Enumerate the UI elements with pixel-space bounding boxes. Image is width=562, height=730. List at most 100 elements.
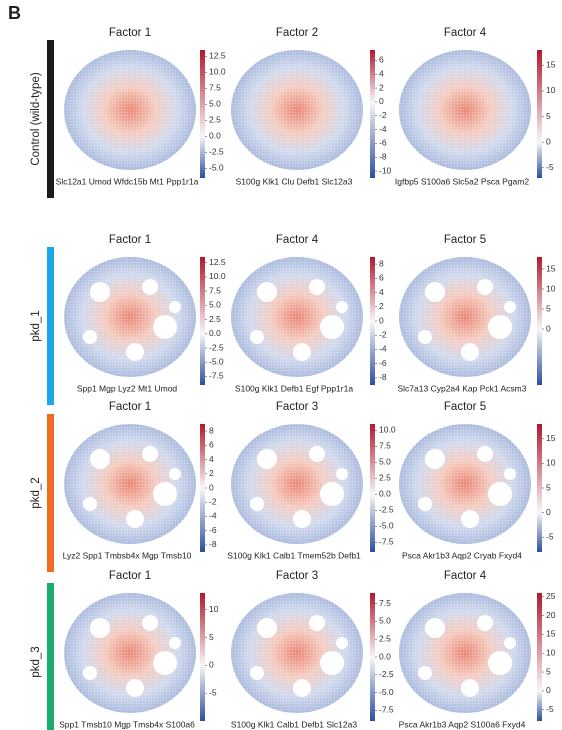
colorbar-tick-label: 12.5: [209, 51, 226, 61]
colorbar-tick-label: 0: [379, 315, 384, 325]
tissue-hole: [293, 510, 311, 528]
tissue-hole: [142, 279, 158, 295]
tissue-hole: [461, 510, 479, 528]
tissue-texture: [399, 50, 531, 170]
colorbar-tick-label: -2: [379, 110, 387, 120]
colorbar-tick-label: 8: [209, 425, 214, 435]
colorbar: [200, 593, 205, 721]
tissue-hole: [488, 315, 512, 339]
colorbar-tick-label: 15: [546, 629, 556, 639]
tissue-hole: [90, 449, 110, 469]
colorbar-tick-label: 0: [209, 482, 214, 492]
colorbar-tick-label: -10: [379, 165, 392, 175]
tissue-hole: [169, 468, 181, 480]
colorbar-tick-label: -7.5: [379, 705, 394, 715]
colorbar: [370, 593, 375, 721]
tissue-hole: [142, 446, 158, 462]
gene-list: Spp1 Tmsb10 Mgp Tmsb4x S100a6: [59, 719, 195, 729]
colorbar-tick-label: 2.5: [379, 473, 391, 483]
panel-title: Factor 3: [276, 570, 318, 582]
colorbar: [200, 424, 205, 552]
tissue-hole: [418, 666, 432, 680]
colorbar-tick-label: 2: [209, 468, 214, 478]
panel-title: Factor 1: [109, 234, 151, 246]
row-indicator: [47, 583, 54, 730]
row-label: pkd_2: [30, 477, 42, 508]
colorbar-tick-label: 0: [546, 136, 551, 146]
tissue-texture: [231, 50, 363, 170]
colorbar-tick-label: -5: [546, 531, 554, 541]
colorbar: [370, 50, 375, 178]
gene-list: Igfbp5 S100a6 Slc5a2 Psca Pgam2: [395, 176, 529, 186]
tissue-hole: [425, 282, 445, 302]
colorbar-tick-label: 0.0: [379, 651, 391, 661]
colorbar-tick-label: 5.0: [209, 300, 221, 310]
gene-list: S100g Klk1 Calb1 Tmem52b Defb1: [227, 550, 361, 560]
colorbar-tick-label: 5: [546, 303, 551, 313]
panel-title: Factor 4: [444, 27, 487, 39]
tissue-hole: [169, 637, 181, 649]
gene-list: Psca Akr1b3 Aqp2 S100a6 Fxyd4: [399, 719, 526, 729]
tissue-hole: [336, 301, 348, 313]
colorbar-tick-label: 2.5: [209, 115, 221, 125]
colorbar-tick-label: 0: [209, 660, 214, 670]
colorbar-tick-label: 0.0: [379, 489, 391, 499]
tissue-hole: [126, 679, 144, 697]
tissue-hole: [309, 615, 325, 631]
row-label: Control (wild-type): [30, 72, 42, 165]
tissue-hole: [142, 615, 158, 631]
tissue-hole: [418, 330, 432, 344]
colorbar-tick-label: -8: [379, 151, 387, 161]
colorbar: [200, 50, 205, 178]
colorbar-tick-label: 5: [209, 632, 214, 642]
row-label: pkd_3: [30, 646, 42, 677]
colorbar-tick-label: 12.5: [209, 257, 226, 267]
tissue-hole: [309, 279, 325, 295]
tissue-hole: [250, 330, 264, 344]
colorbar-tick-label: -2: [379, 329, 387, 339]
colorbar-tick-label: 5.0: [209, 99, 221, 109]
colorbar-tick-label: 5: [546, 111, 551, 121]
row-indicator: [47, 247, 54, 405]
tissue-hole: [83, 497, 97, 511]
colorbar-tick-label: 10: [209, 604, 219, 614]
panel-title: Factor 1: [109, 570, 151, 582]
tissue-hole: [257, 618, 277, 638]
colorbar-tick-label: 2.5: [209, 314, 221, 324]
colorbar-tick-label: 6: [379, 273, 384, 283]
colorbar-tick-label: 0: [546, 685, 551, 695]
colorbar-tick-label: -4: [379, 124, 387, 134]
tissue-hole: [83, 666, 97, 680]
colorbar-tick-label: 4: [379, 287, 384, 297]
panel-title: Factor 5: [444, 401, 486, 413]
colorbar-tick-label: -8: [209, 539, 217, 549]
tissue-hole: [257, 282, 277, 302]
colorbar-tick-label: -2.5: [379, 505, 394, 515]
tissue-hole: [488, 482, 512, 506]
colorbar-tick-label: 2: [379, 82, 384, 92]
colorbar-tick-label: -6: [379, 358, 387, 368]
colorbar: [537, 593, 542, 721]
gene-list: S100g Klk1 Clu Defb1 Slc12a3: [236, 176, 353, 186]
tissue-hole: [169, 301, 181, 313]
tissue-hole: [250, 497, 264, 511]
colorbar-tick-label: 20: [546, 610, 556, 620]
colorbar: [370, 257, 375, 385]
panel-title: Factor 5: [444, 234, 486, 246]
tissue-hole: [425, 618, 445, 638]
tissue-hole: [425, 449, 445, 469]
tissue-hole: [83, 330, 97, 344]
colorbar-tick-label: -7.5: [209, 371, 224, 381]
colorbar-tick-label: -5: [546, 162, 554, 172]
tissue-hole: [309, 446, 325, 462]
colorbar-tick-label: 0: [546, 323, 551, 333]
tissue-hole: [293, 679, 311, 697]
tissue-hole: [504, 637, 516, 649]
row-indicator: [47, 414, 54, 572]
panel-title: Factor 4: [276, 234, 319, 246]
colorbar-tick-label: -2: [209, 496, 217, 506]
tissue-hole: [320, 315, 344, 339]
gene-list: S100g Klk1 Defb1 Egf Ppp1r1a: [235, 383, 353, 393]
tissue-hole: [418, 497, 432, 511]
colorbar-tick-label: -5: [546, 704, 554, 714]
